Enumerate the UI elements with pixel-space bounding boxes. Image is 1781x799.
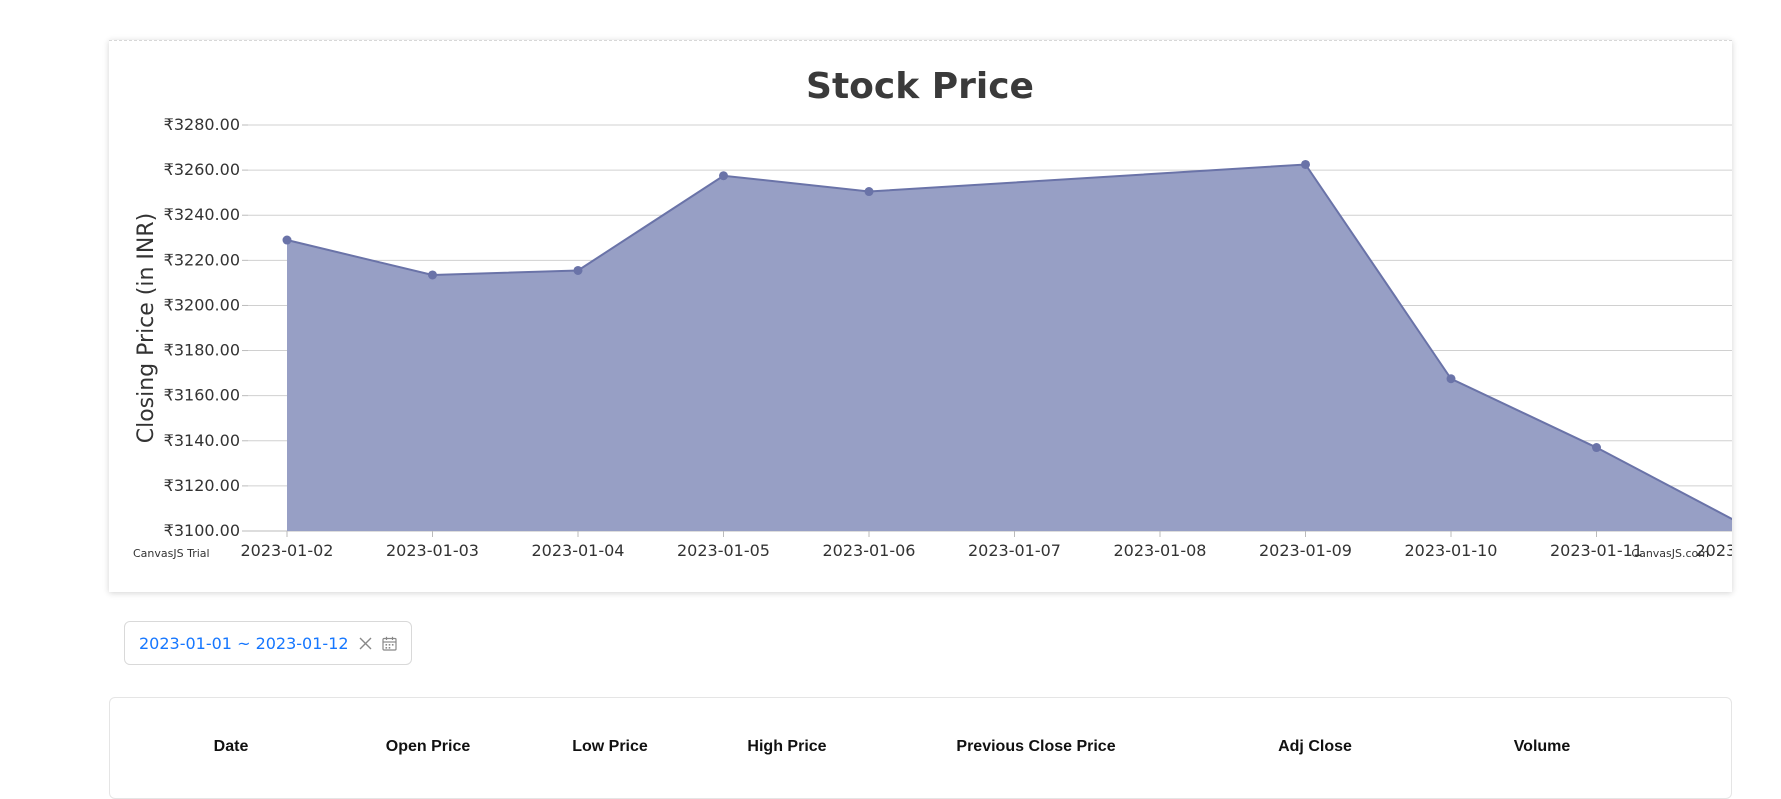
x-tick-label: 2023-01-04 [532, 541, 625, 560]
x-tick-label: 2023-01-12 [1696, 541, 1732, 560]
close-icon[interactable] [359, 637, 372, 650]
table-header-previous-close-price[interactable]: Previous Close Price [956, 738, 1116, 755]
data-point[interactable] [1301, 159, 1310, 169]
table-header-low-price[interactable]: Low Price [572, 738, 648, 755]
table-header-open-price[interactable]: Open Price [385, 738, 471, 755]
data-point[interactable] [282, 235, 292, 245]
x-tick-label: 2023-01-02 [241, 541, 334, 560]
canvasjs-trial-credit: CanvasJS Trial [133, 547, 210, 560]
table-header-date[interactable]: Date [213, 738, 249, 755]
stock-chart-card: Stock Price Closing Price (in INR) ₹3280… [109, 40, 1732, 592]
stock-price-chart: Stock Price Closing Price (in INR) ₹3280… [133, 66, 1732, 560]
table-header-high-price[interactable]: High Price [747, 738, 827, 755]
y-tick-label: ₹3260.00 [164, 160, 240, 179]
y-axis-label: Closing Price (in INR) [134, 213, 159, 444]
date-range-value[interactable]: 2023-01-01 ~ 2023-01-12 [139, 633, 349, 653]
data-point[interactable] [573, 265, 583, 275]
data-point[interactable] [1446, 374, 1456, 384]
y-tick-label: ₹3200.00 [164, 295, 240, 314]
data-point[interactable] [428, 270, 437, 280]
x-tick-label: 2023-01-03 [386, 541, 479, 560]
x-tick-label: 2023-01-07 [968, 541, 1061, 560]
y-tick-label: ₹3280.00 [164, 115, 240, 134]
x-tick-label: 2023-01-08 [1114, 541, 1207, 560]
table-header-volume[interactable]: Volume [1513, 738, 1571, 755]
data-point[interactable] [1592, 443, 1601, 453]
data-point[interactable] [864, 187, 874, 197]
canvasjs-site-credit[interactable]: CanvasJS.com [1631, 547, 1709, 560]
chart-title: Stock Price [806, 66, 1034, 107]
y-tick-label: ₹3180.00 [164, 341, 240, 360]
calendar-icon[interactable] [381, 636, 397, 651]
closing-price-area [287, 164, 1732, 531]
y-tick-label: ₹3240.00 [164, 205, 240, 224]
x-tick-label: 2023-01-10 [1405, 541, 1498, 560]
x-tick-label: 2023-01-05 [677, 541, 770, 560]
stock-table: Date Open Price Low Price High Price Previou… [109, 697, 1732, 799]
y-tick-label: ₹3160.00 [164, 386, 240, 405]
y-tick-label: ₹3140.00 [164, 431, 240, 450]
x-tick-label: 2023-01-11 [1550, 541, 1643, 560]
data-point[interactable] [719, 171, 728, 181]
y-tick-label: ₹3100.00 [164, 521, 240, 540]
y-tick-label: ₹3120.00 [164, 476, 240, 495]
table-header-adj-close[interactable]: Adj Close [1278, 738, 1352, 755]
date-range-picker[interactable]: 2023-01-01 ~ 2023-01-12 [124, 621, 412, 665]
y-tick-label: ₹3220.00 [164, 250, 240, 269]
x-tick-label: 2023-01-09 [1259, 541, 1352, 560]
x-tick-label: 2023-01-06 [823, 541, 916, 560]
